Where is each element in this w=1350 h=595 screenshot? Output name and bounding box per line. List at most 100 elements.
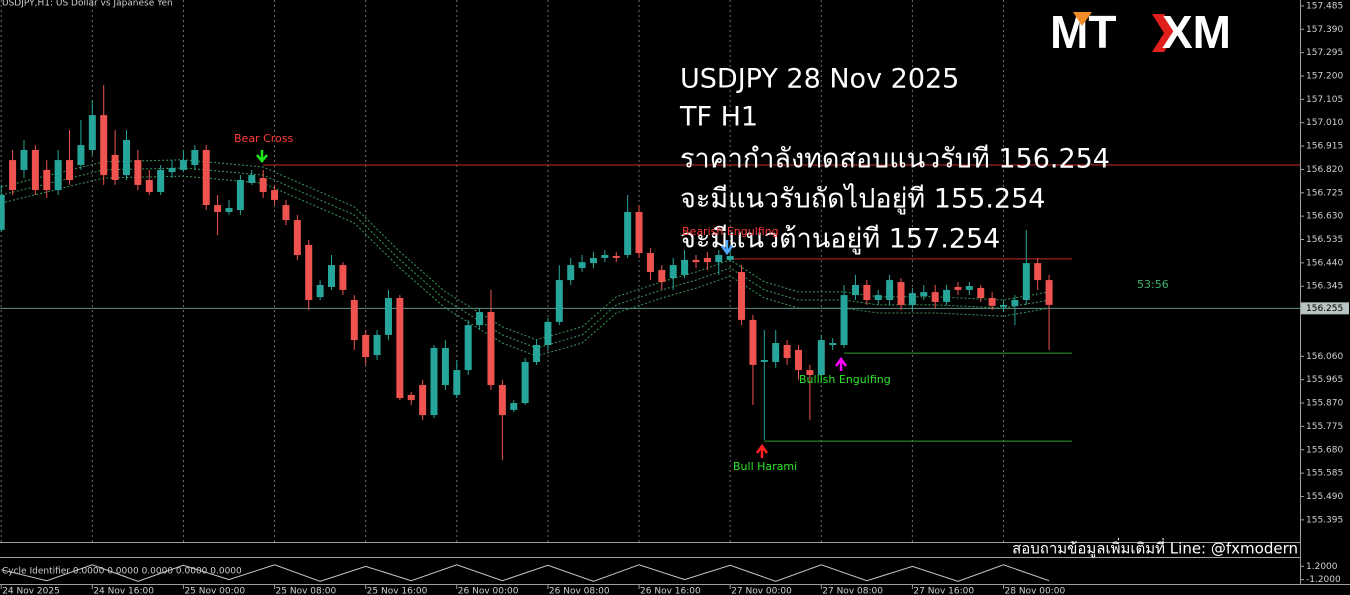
signal-label: Bearish Engulfing (682, 225, 779, 238)
candle-body (293, 220, 301, 255)
candle-body (555, 280, 563, 322)
candle-body (487, 312, 495, 386)
y-tick-label: 156.535 (1306, 235, 1343, 245)
y-tick-label: 157.010 (1306, 118, 1343, 128)
candle-body (0, 195, 5, 230)
y-tick-label: 156.630 (1306, 212, 1343, 222)
candle-body (601, 255, 609, 258)
candle-body (66, 160, 74, 180)
y-tick-label: 156.725 (1306, 188, 1343, 198)
candle-body (772, 343, 780, 362)
candle-body (1034, 263, 1042, 281)
candle-body (931, 292, 939, 302)
x-tick-label: 24 Nov 2025 (2, 587, 60, 595)
x-tick-label: 26 Nov 16:00 (640, 587, 701, 595)
candle-body (1000, 304, 1008, 307)
candle-body (100, 115, 108, 176)
candle-body (31, 150, 39, 191)
logo-chevron (1152, 14, 1176, 52)
chart-title: USDJPY,H1: US Dollar vs Japanese Yen (2, 0, 173, 9)
candle-body (464, 325, 472, 371)
signal-arrow (720, 240, 734, 256)
signal-arrow (834, 356, 848, 371)
candle-body (191, 150, 199, 165)
candle-body (305, 244, 313, 300)
candle-body (54, 160, 62, 191)
candle-body (214, 205, 222, 212)
x-tick-label: 25 Nov 08:00 (276, 587, 337, 595)
candle-body (977, 287, 985, 299)
signal-label: Bull Harami (733, 460, 797, 473)
candle-body (259, 178, 267, 193)
candle-body (874, 295, 882, 300)
y-tick-label: 156.820 (1306, 165, 1343, 175)
candle-body (624, 211, 632, 255)
candle-body (1045, 280, 1053, 305)
envelope-line (1, 167, 1050, 349)
candle-body (77, 145, 85, 165)
note: TF H1 (679, 102, 758, 133)
candle-body (544, 321, 552, 345)
candle-body (646, 253, 654, 272)
indicator-title: Cycle Identifier 0.0000 0.0000 0.0000 0.… (2, 567, 242, 577)
y-tick-label: 155.490 (1306, 492, 1343, 502)
logo-accent (1073, 12, 1092, 26)
candle-body (703, 257, 711, 263)
candle-body (179, 160, 187, 170)
y-tick-label: 155.680 (1306, 445, 1343, 455)
signal-label: Bullish Engulfing (799, 373, 891, 386)
candle-body (692, 259, 700, 263)
candle-body (533, 345, 541, 362)
candle-body (316, 285, 324, 298)
y-tick-label: 155.965 (1306, 375, 1343, 385)
candle-body (738, 271, 746, 320)
candle-body (157, 169, 165, 193)
y-tick-label: 156.345 (1306, 282, 1343, 292)
candle-body (225, 208, 233, 212)
y-tick-label: 156.060 (1306, 352, 1343, 362)
x-tick-label: 27 Nov 16:00 (913, 587, 974, 595)
note: จะมีแนวต้านอยู่ที 157.254 (680, 224, 1000, 255)
bar-countdown: 53:56 (1137, 278, 1169, 291)
note: จะมีแนวรับถัดไปอยู่ที 155.254 (680, 184, 1045, 215)
candle-body (943, 289, 951, 302)
candle-body (20, 150, 28, 170)
candle-body (111, 154, 119, 180)
y-tick-label: 157.485 (1306, 1, 1343, 11)
candle-body (476, 312, 484, 326)
indicator-line (1, 564, 1050, 582)
candle-body (419, 385, 427, 416)
candle-body (578, 262, 586, 269)
candle-body (851, 285, 859, 296)
candle-body (407, 394, 415, 401)
x-tick-label: 26 Nov 08:00 (549, 587, 610, 595)
candle-body (817, 340, 825, 375)
candle-body (350, 300, 358, 341)
indicator-tick-label: 1.2000 (1306, 562, 1338, 572)
y-tick-label: 155.585 (1306, 469, 1343, 479)
y-tick-label: 155.775 (1306, 422, 1343, 432)
candle-body (9, 160, 17, 191)
candle-body (328, 265, 336, 287)
x-tick-label: 27 Nov 00:00 (731, 587, 792, 595)
candle-body (441, 347, 449, 386)
last-price-box (1301, 302, 1349, 315)
candle-body (806, 370, 814, 375)
candle-body (168, 167, 176, 173)
candle-body (897, 282, 905, 305)
y-tick-label: 155.395 (1306, 515, 1343, 525)
y-tick-label: 157.295 (1306, 48, 1343, 58)
signal-arrow (256, 150, 268, 163)
envelope-line (1, 175, 1050, 357)
x-tick-label: 27 Nov 08:00 (822, 587, 883, 595)
logo-xm: XM (1162, 6, 1231, 58)
plot-area (0, 0, 1300, 542)
candle-body (954, 286, 962, 290)
y-tick-label: 157.390 (1306, 25, 1343, 35)
candle-body (396, 298, 404, 399)
candle-body (988, 298, 996, 306)
candle-body (681, 259, 689, 275)
signal-arrow (755, 443, 769, 458)
